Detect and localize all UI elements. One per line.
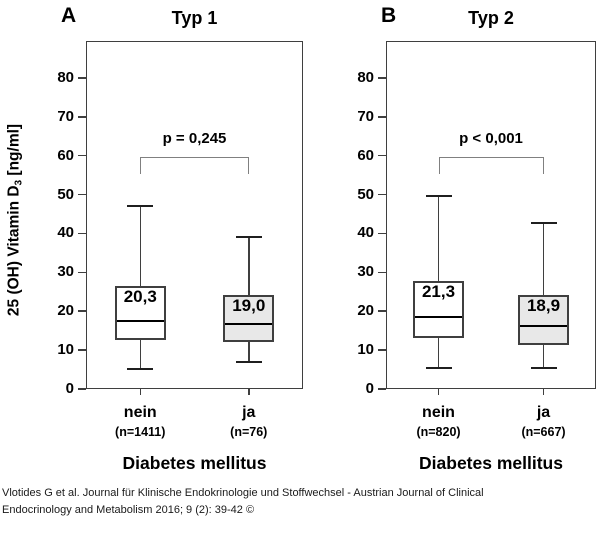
y-axis-tick-label: 60: [57, 146, 74, 164]
mean-value-label: 19,0: [232, 295, 266, 315]
whisker-cap-high: [425, 194, 452, 197]
whisker-cap-low: [127, 368, 154, 371]
y-axis-tick-label: 20: [57, 302, 74, 320]
category-label: ja: [242, 404, 256, 421]
category-label: nein: [123, 404, 157, 421]
y-axis-tick-label: 40: [357, 224, 374, 242]
y-axis-tick-label: 10: [57, 341, 74, 359]
significance-bracket: [140, 156, 249, 174]
panel-a-title: Typ 1: [171, 8, 218, 28]
x-axis-label-a: Diabetes mellitus: [122, 453, 267, 473]
y-axis-tick: [378, 349, 386, 351]
y-axis-tick: [378, 77, 386, 79]
whisker-cap-low: [235, 360, 262, 363]
y-axis-tick-label: 0: [65, 380, 74, 397]
y-axis-tick-label: 60: [357, 146, 374, 164]
y-axis-tick: [378, 193, 386, 196]
category-label: ja: [536, 404, 551, 421]
y-axis-tick: [78, 271, 86, 274]
y-axis-tick: [378, 232, 386, 235]
median-line: [520, 325, 567, 327]
x-axis-tick: [437, 389, 440, 395]
citation-caption: Vlotides G et al. Journal für Klinische …: [2, 485, 522, 519]
category-n-label: (n=76): [230, 425, 268, 439]
mean-value-label: 18,9: [526, 295, 561, 315]
box-ja: [223, 294, 275, 342]
whisker-cap-high: [127, 205, 154, 208]
x-axis-tick: [248, 389, 250, 395]
whisker-cap-high: [235, 236, 262, 239]
y-axis-tick: [78, 388, 86, 390]
y-axis-tick: [378, 271, 386, 274]
y-axis-tick-label: 50: [57, 185, 74, 203]
y-axis-tick-label: 80: [57, 68, 74, 86]
p-value-label-a: p = 0,245: [162, 130, 227, 147]
x-axis-tick: [139, 389, 141, 395]
y-axis-tick-label: 20: [357, 302, 374, 320]
median-line: [415, 316, 462, 319]
panel-b-letter: B: [381, 4, 397, 27]
y-axis-tick-label: 30: [57, 263, 74, 281]
y-axis-tick: [78, 116, 86, 118]
category-n-label: (n=667): [521, 425, 566, 439]
significance-bracket: [438, 156, 544, 174]
y-axis-tick: [378, 388, 386, 390]
y-axis-tick: [78, 310, 86, 312]
category-label: nein: [422, 404, 455, 421]
y-axis-tick-label: 70: [57, 107, 74, 125]
y-axis-tick: [78, 232, 86, 235]
y-axis-tick: [78, 349, 86, 351]
median-line: [116, 319, 164, 322]
y-axis-tick-label: 40: [57, 224, 74, 242]
y-axis-tick-label: 10: [357, 341, 374, 359]
x-axis-tick: [542, 389, 545, 395]
y-axis-tick-label: 80: [357, 68, 374, 86]
y-axis-tick: [378, 154, 386, 157]
y-axis-tick: [78, 154, 86, 157]
panel-b-title: Typ 2: [468, 8, 514, 28]
y-axis-tick-label: 30: [357, 263, 374, 281]
median-line: [225, 322, 273, 325]
whisker-cap-high: [530, 221, 557, 224]
y-axis-tick: [378, 310, 386, 312]
x-axis-label-b: Diabetes mellitus: [419, 453, 563, 473]
caption-line-2: Endocrinology and Metabolism 2016; 9 (2)…: [2, 504, 255, 516]
category-n-label: (n=1411): [115, 425, 166, 439]
y-axis-tick: [378, 116, 386, 118]
box-nein: [114, 286, 166, 341]
y-axis-tick-label: 70: [357, 107, 374, 125]
y-axis-tick-label: 50: [357, 185, 374, 203]
whisker-cap-low: [530, 367, 557, 370]
y-axis-tick: [78, 77, 86, 79]
mean-value-label: 20,3: [123, 287, 157, 307]
category-n-label: (n=820): [416, 425, 461, 439]
panel-a-letter: A: [61, 4, 77, 27]
box-nein: [413, 280, 464, 338]
caption-line-1: Vlotides G et al. Journal für Klinische …: [2, 487, 484, 499]
box-ja: [518, 294, 569, 345]
y-axis-tick-label: 0: [365, 380, 374, 397]
whisker-cap-low: [425, 367, 452, 370]
p-value-label-b: p < 0,001: [459, 130, 523, 147]
y-axis-tick: [78, 193, 86, 196]
mean-value-label: 21,3: [421, 281, 456, 301]
